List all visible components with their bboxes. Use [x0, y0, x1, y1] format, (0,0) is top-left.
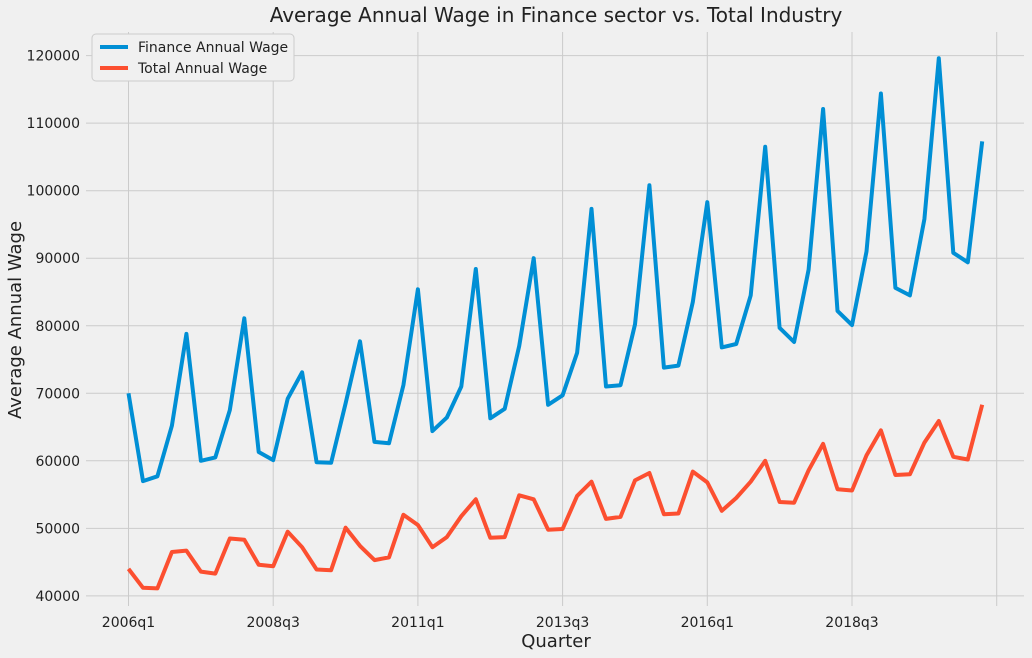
y-tick-labels: 40000 50000 60000 70000 80000 90000 100000 1100… [27, 49, 80, 605]
y-tick-label: 70000 [35, 386, 80, 402]
x-tick-label: 2016q1 [681, 615, 734, 631]
series-line-total [126, 404, 985, 591]
x-tick-label: 2011q1 [391, 615, 444, 631]
legend-label-total: Total Annual Wage [137, 61, 267, 77]
grid [86, 32, 1024, 606]
y-tick-label: 50000 [35, 521, 80, 537]
legend-label-finance: Finance Annual Wage [138, 40, 288, 56]
series-line-finance [126, 56, 985, 484]
y-tick-label: 40000 [35, 589, 80, 605]
x-tick-label: 2008q3 [246, 615, 299, 631]
x-tick-label: 2018q3 [825, 615, 878, 631]
x-tick-label: 2013q3 [536, 615, 589, 631]
y-axis-label: Average Annual Wage [5, 221, 26, 419]
y-tick-label: 120000 [27, 49, 80, 65]
y-tick-label: 60000 [35, 454, 80, 470]
x-tick-label: 2006q1 [102, 615, 155, 631]
legend-box [91, 33, 295, 82]
x-axis-label: Quarter [521, 631, 591, 652]
legend: Finance Annual Wage Total Annual Wage [91, 33, 295, 82]
y-tick-label: 110000 [27, 116, 80, 132]
series-lines [126, 56, 985, 591]
y-tick-label: 80000 [35, 319, 80, 335]
x-tick-labels: 2006q1 2008q3 2011q1 2013q3 2016q1 2018q3 [102, 615, 879, 631]
chart-title: Average Annual Wage in Finance sector vs… [270, 3, 843, 27]
y-tick-label: 100000 [27, 184, 80, 200]
y-tick-label: 90000 [35, 251, 80, 267]
